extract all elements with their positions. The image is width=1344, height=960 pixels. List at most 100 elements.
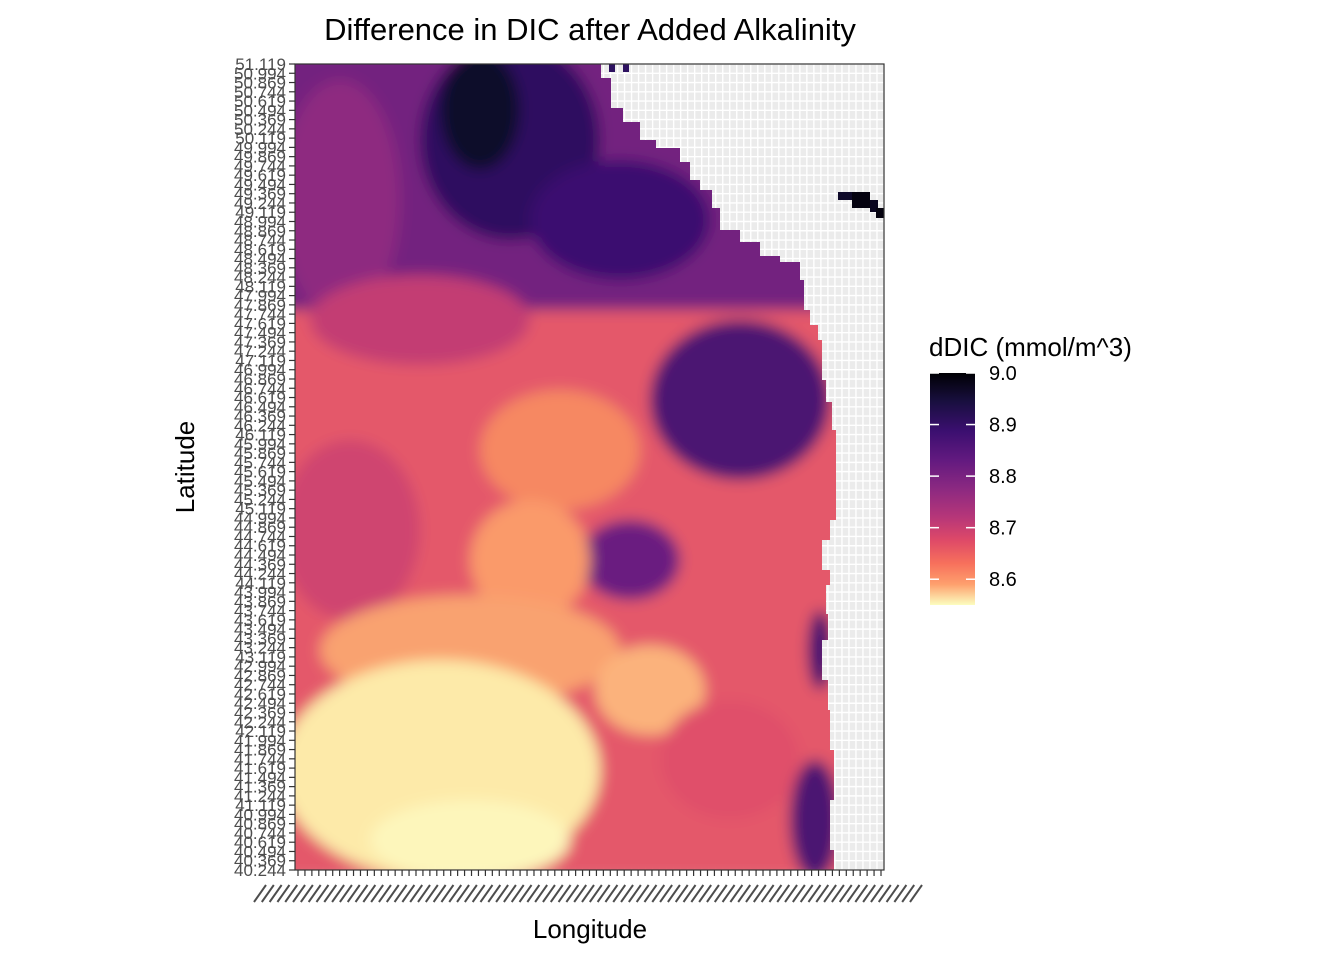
y-tick-label: 44.619 [234, 537, 286, 556]
y-tick-label: 41.119 [235, 796, 286, 815]
x-tick-label-mark [385, 884, 400, 903]
y-tick-label: 47.619 [234, 314, 286, 333]
plot-panel [294, 63, 885, 871]
x-tick-label-mark [370, 884, 384, 903]
y-tick-label: 50.119 [235, 129, 286, 148]
x-tick-label-mark [831, 884, 845, 903]
y-tick-label: 46.619 [234, 389, 286, 408]
y-tick-label: 44.869 [234, 518, 286, 537]
x-tick-label-mark [300, 884, 314, 903]
x-tick-label-mark [713, 884, 728, 903]
x-tick-label-mark [870, 884, 884, 903]
x-tick-label-mark [432, 884, 447, 903]
y-tick-label: 47.744 [234, 305, 286, 324]
y-tick-label: 41.369 [234, 778, 286, 797]
y-tick-label: 50.369 [234, 111, 286, 130]
dark-cell [609, 64, 615, 72]
x-tick-label-mark [479, 884, 494, 903]
y-tick-label: 42.744 [234, 676, 286, 695]
x-tick-label-mark [307, 884, 322, 903]
x-tick-label-mark [604, 884, 619, 903]
dark-cell [876, 208, 884, 218]
y-tick-label: 41.494 [234, 768, 286, 787]
y-tick-label: 42.244 [234, 713, 286, 732]
x-tick-label-mark [901, 884, 916, 903]
y-tick-label: 50.869 [234, 74, 286, 93]
y-tick-label: 49.744 [234, 157, 286, 176]
x-tick-label-mark [401, 884, 416, 903]
dark-cell [852, 192, 870, 208]
y-tick-label: 40.744 [234, 824, 286, 843]
y-tick-label: 43.244 [234, 639, 286, 658]
x-tick-label-mark [542, 884, 556, 903]
y-tick-label: 47.494 [234, 324, 286, 343]
field-north-dark [530, 160, 710, 280]
legend-break-label: 8.7 [989, 518, 1017, 540]
y-tick-label: 46.494 [234, 398, 286, 417]
y-tick-label: 44.244 [234, 565, 286, 584]
y-axis-label: Latitude [170, 421, 200, 514]
y-tick-label: 44.744 [234, 527, 286, 546]
x-tick-label-mark [877, 884, 892, 903]
y-tick-label: 48.869 [234, 222, 286, 241]
x-tick-label-mark [846, 884, 861, 903]
y-tick-label: 50.244 [234, 120, 286, 139]
y-tick-label: 45.994 [234, 435, 286, 454]
x-tick-label-mark [628, 884, 642, 903]
y-tick-label: 44.994 [234, 509, 286, 528]
field-orange-eddy [595, 645, 705, 735]
y-tick-label: 48.994 [234, 212, 286, 231]
y-tick-label: 46.244 [234, 416, 286, 435]
y-tick-label: 42.994 [234, 657, 286, 676]
y-tick-label: 45.119 [235, 500, 286, 519]
y-tick-label: 46.119 [235, 426, 286, 445]
y-tick-label: 50.494 [234, 101, 286, 120]
y-tick-label: 42.869 [234, 666, 286, 685]
x-tick-label-mark [690, 884, 705, 903]
legend-title: dDIC (mmol/m^3) [929, 332, 1132, 362]
y-tick-label: 49.244 [234, 194, 286, 213]
y-tick-label: 48.744 [234, 231, 286, 250]
y-tick-label: 44.119 [235, 574, 286, 593]
field-coast-purple [790, 760, 836, 870]
x-tick-label-mark [518, 884, 533, 903]
legend-break-label: 9.0 [989, 363, 1017, 385]
x-tick-label-mark [393, 884, 408, 903]
x-tick-label-mark [378, 884, 392, 903]
x-tick-label-mark [573, 884, 588, 903]
dark-cell [623, 64, 629, 72]
x-tick-label-mark [752, 884, 767, 903]
y-axis: 51.11950.99450.86950.74450.61950.49450.3… [234, 55, 295, 880]
y-tick-label: 43.494 [234, 620, 286, 639]
y-tick-label: 43.619 [234, 611, 286, 630]
x-tick-label-mark [706, 884, 720, 903]
x-tick-label-mark [620, 884, 634, 903]
legend-colorbar [930, 373, 975, 605]
x-tick-label-mark [276, 884, 291, 903]
x-tick-label-mark [807, 884, 822, 903]
field-west-magenta [295, 440, 420, 620]
y-tick-label: 49.869 [234, 148, 286, 167]
y-tick-label: 46.744 [234, 379, 286, 398]
x-tick-label-mark [651, 884, 666, 903]
y-tick-label: 50.994 [234, 64, 286, 83]
x-tick-label-mark [510, 884, 525, 903]
y-tick-label: 48.244 [234, 268, 286, 287]
y-tick-label: 49.619 [234, 166, 286, 185]
y-tick-label: 47.994 [234, 287, 286, 306]
x-tick-label-mark [495, 884, 509, 903]
field-dark-core-inner [440, 64, 520, 170]
x-tick-label-mark [768, 884, 783, 903]
y-tick-label: 45.619 [234, 463, 286, 482]
x-tick-label-mark [440, 884, 455, 903]
x-tick-label-mark [581, 884, 595, 903]
x-tick-label-mark [784, 884, 798, 903]
x-tick-label-mark [698, 884, 712, 903]
y-tick-label: 48.619 [234, 240, 286, 259]
y-tick-label: 46.369 [234, 407, 286, 426]
x-tick-label-mark [862, 884, 876, 903]
field-eddy-orange [480, 390, 640, 510]
x-tick-label-mark [464, 884, 478, 903]
y-tick-label: 41.869 [234, 741, 286, 760]
